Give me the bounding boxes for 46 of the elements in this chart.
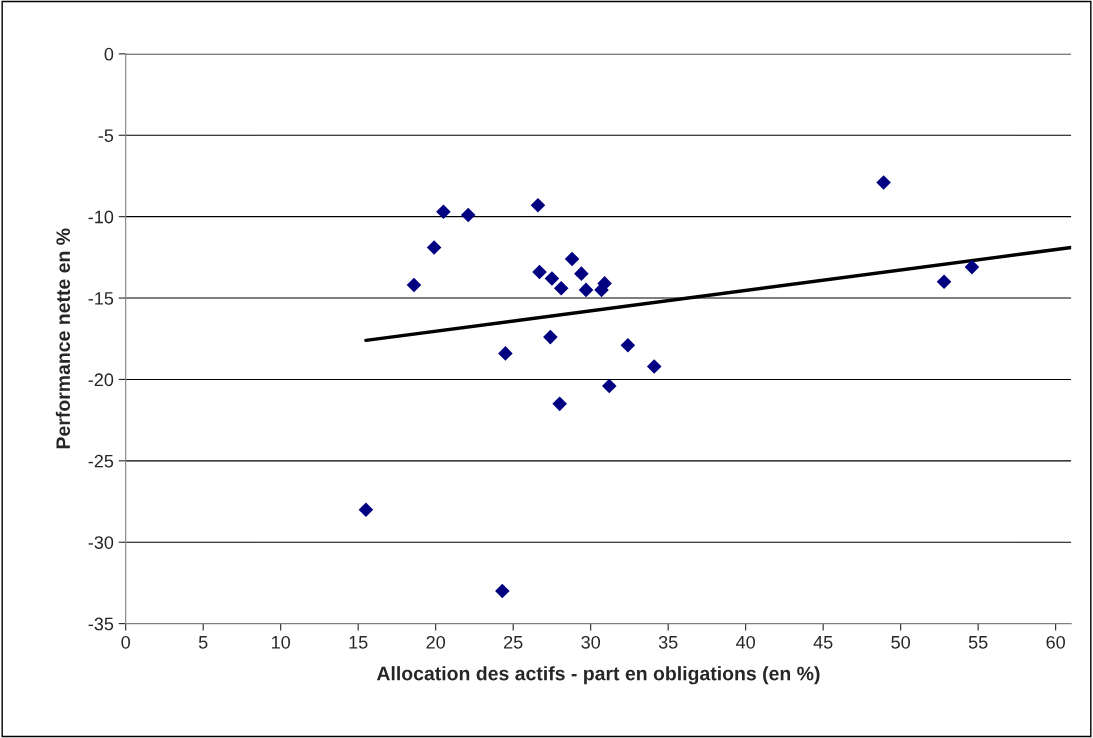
point (460, 207, 476, 223)
x-tick-label: 15 (349, 636, 368, 649)
y-tick-label: -15 (88, 292, 114, 305)
point (436, 204, 451, 220)
x-tick-label: 30 (581, 635, 600, 649)
y-tick-label: 0 (104, 47, 114, 61)
x-axis-title: Allocation des actifs - part en obligations (en %) (376, 666, 820, 685)
x-tick-label: 25 (504, 635, 523, 649)
x-tick-label: 0 (121, 635, 131, 649)
point (620, 337, 636, 353)
x-tick-label: 5 (198, 636, 208, 649)
point (530, 197, 546, 213)
point (498, 346, 513, 361)
point (936, 274, 952, 290)
point (964, 259, 980, 275)
x-tick-label: 50 (891, 635, 910, 649)
x-tick-label: 20 (426, 635, 446, 649)
point (495, 583, 510, 599)
point (358, 502, 374, 517)
point (597, 276, 612, 291)
point (601, 378, 617, 394)
x-tick-label: 40 (736, 635, 755, 649)
point (876, 175, 891, 190)
y-axis-title: Performance nette en % (55, 228, 71, 449)
point (552, 396, 567, 412)
y-tick-label: -20 (88, 373, 114, 387)
y-tick-label: -35 (88, 617, 114, 631)
y-tick-label: -30 (88, 536, 114, 549)
point (544, 271, 560, 286)
point (406, 277, 422, 293)
point (532, 264, 547, 280)
y-tick-label: -10 (88, 210, 114, 224)
point (578, 282, 594, 298)
y-tick-label: -5 (98, 129, 114, 142)
point (646, 359, 662, 374)
point (426, 240, 442, 255)
x-tick-label: 55 (968, 636, 988, 649)
point (553, 281, 569, 296)
x-tick-label: 10 (272, 635, 291, 649)
point (543, 329, 558, 345)
x-tick-label: 35 (658, 635, 678, 649)
y-tick-label: -25 (88, 454, 114, 468)
x-tick-label: 45 (813, 636, 833, 649)
point (564, 251, 580, 267)
point (574, 266, 589, 281)
x-tick-label: 60 (1046, 635, 1065, 649)
